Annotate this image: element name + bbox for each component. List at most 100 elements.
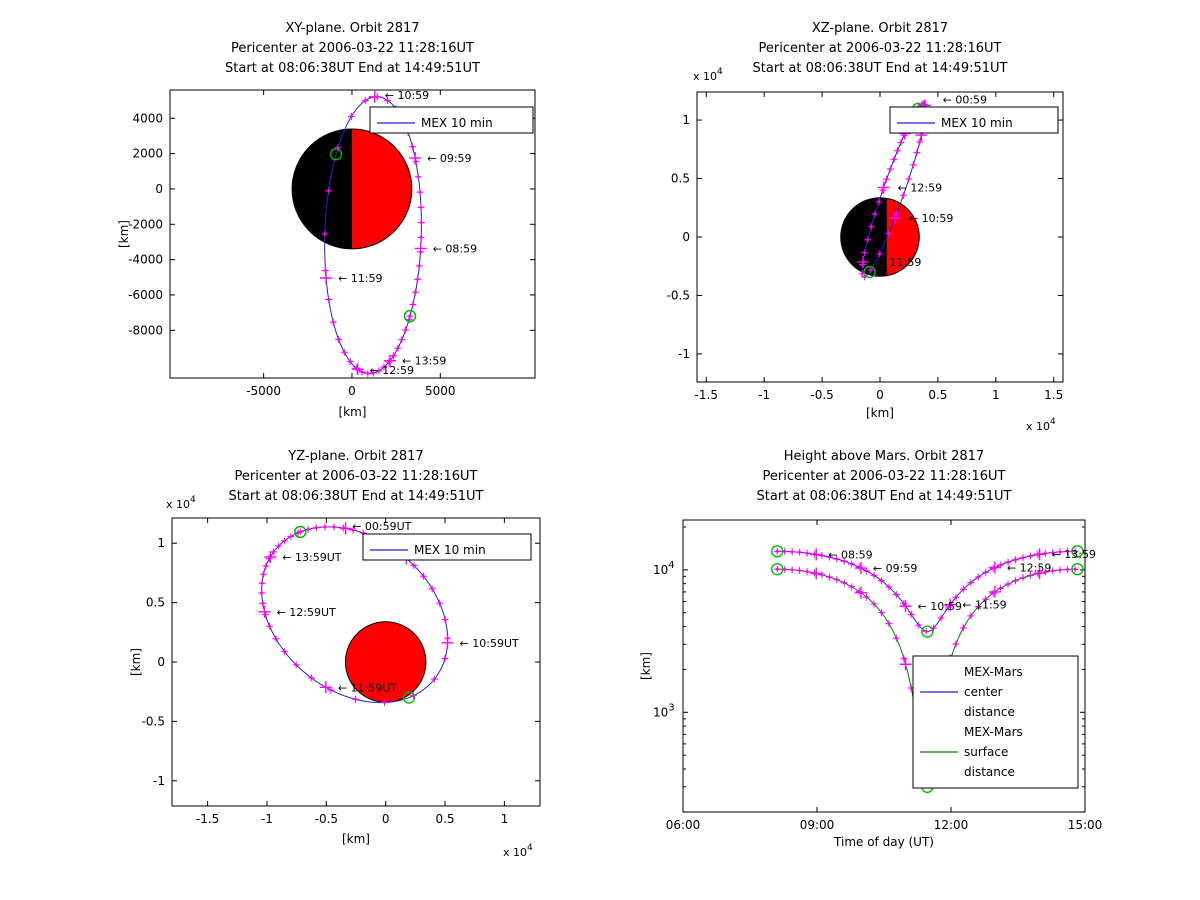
ten-min-marker [1049, 549, 1057, 557]
ten-min-marker [967, 612, 975, 620]
x-tick-label: 0.5 [928, 388, 947, 402]
legend-label: MEX-Mars [964, 665, 1023, 679]
legend-box [369, 106, 534, 134]
ten-min-marker [833, 555, 841, 563]
ten-min-marker [888, 212, 901, 225]
chart-title-line: Pericenter at 2006-03-22 11:28:16UT [758, 41, 1001, 56]
y-tick-label: 0.5 [146, 596, 165, 610]
axes-box [682, 519, 1086, 813]
plot-content [320, 90, 427, 377]
ten-min-marker [833, 576, 841, 584]
ten-min-marker [325, 296, 333, 304]
time-annotation: ← 11:59 [877, 256, 921, 269]
ten-min-marker [330, 523, 338, 531]
ten-min-marker [441, 655, 449, 663]
ten-min-marker [441, 616, 449, 624]
legend-label: MEX-Mars [964, 725, 1023, 739]
ten-min-marker [346, 358, 354, 366]
ten-min-marker [974, 603, 982, 611]
ten-min-marker [419, 572, 427, 580]
time-annotation: ← 13:59 [402, 355, 446, 368]
chart-height-above-mars: Height above Mars. Orbit 2817 Pericenter … [639, 449, 1102, 849]
ten-min-marker [803, 549, 811, 557]
ten-min-marker [1026, 552, 1034, 560]
ten-min-marker [899, 600, 912, 613]
ten-min-marker [411, 288, 419, 296]
y-tick-label: -1 [678, 347, 690, 361]
mars-outline [291, 128, 413, 250]
ten-min-marker [409, 301, 417, 309]
x-tick-label: -1.5 [196, 812, 219, 826]
time-annotation: ← 09:59 [873, 562, 917, 575]
ten-min-marker [398, 336, 406, 344]
y-tick-label: 0 [682, 230, 690, 244]
ten-min-marker [818, 551, 826, 559]
ten-min-marker [944, 598, 957, 611]
ten-min-marker [982, 568, 990, 576]
ten-min-marker [352, 364, 360, 372]
ten-min-marker [262, 562, 270, 570]
time-annotation: ← 11:59 [338, 272, 382, 285]
y-tick-label: -4000 [128, 253, 163, 267]
ten-min-marker [974, 573, 982, 581]
ten-min-marker [312, 524, 320, 532]
ten-min-marker [788, 566, 796, 574]
x-tick-label: 1 [992, 388, 1000, 402]
ten-min-marker [1056, 548, 1064, 556]
ten-min-marker [988, 585, 1001, 598]
time-annotation: ← 12:59 [370, 364, 414, 377]
x-tick-label: 0 [876, 388, 884, 402]
ten-min-marker [259, 570, 267, 578]
ten-min-marker [905, 175, 913, 183]
chart-title-line: Pericenter at 2006-03-22 11:28:16UT [234, 469, 477, 484]
event-circle [771, 562, 784, 576]
y-tick-label: -6000 [128, 288, 163, 302]
ten-min-marker [325, 187, 333, 195]
ten-min-marker [321, 230, 329, 238]
time-annotation: ← 13:59 [1052, 548, 1096, 561]
ten-min-marker [258, 605, 271, 618]
legend-label: distance [964, 765, 1015, 779]
legend-box [912, 655, 1079, 789]
time-annotation: ← 12:59 [898, 182, 942, 195]
y-axis-label: [km] [117, 220, 131, 248]
ten-min-marker [383, 354, 396, 367]
y-tick-label: 103 [653, 702, 675, 719]
ten-min-marker [385, 358, 393, 366]
ten-min-marker [897, 139, 905, 147]
event-circle [403, 309, 417, 323]
ten-min-marker [417, 203, 425, 211]
ten-min-marker [275, 542, 283, 550]
y-tick-label: -2000 [128, 217, 163, 231]
ten-min-marker [389, 352, 397, 360]
ten-min-marker [361, 97, 369, 105]
ten-min-marker [870, 600, 878, 608]
ten-min-marker [441, 636, 454, 649]
time-annotation: ← 00:59 [943, 93, 987, 106]
y-tick-label: 104 [653, 560, 675, 577]
ten-min-marker [287, 532, 295, 540]
event-circle [294, 525, 307, 539]
ten-min-marker [916, 138, 924, 146]
ten-min-marker [863, 593, 871, 601]
ten-min-marker [1064, 547, 1072, 555]
ten-min-marker [848, 583, 856, 591]
ten-min-marker [406, 312, 414, 320]
ten-min-marker [952, 640, 960, 648]
ten-min-marker [818, 571, 826, 579]
ten-min-marker [967, 579, 975, 587]
y-tick-label: -8000 [128, 323, 163, 337]
plot-content [258, 522, 454, 707]
chart-title-line: XY-plane. Orbit 2817 [285, 21, 419, 36]
chart-title-line: Pericenter at 2006-03-22 11:28:16UT [762, 469, 1005, 484]
ten-min-marker [773, 547, 781, 555]
ten-min-marker [877, 609, 885, 617]
ten-min-marker [952, 593, 960, 601]
ten-min-marker [380, 363, 388, 371]
ten-min-marker [909, 161, 917, 169]
ten-min-marker [907, 610, 915, 618]
ten-min-marker [409, 152, 422, 165]
ten-min-marker [825, 573, 833, 581]
